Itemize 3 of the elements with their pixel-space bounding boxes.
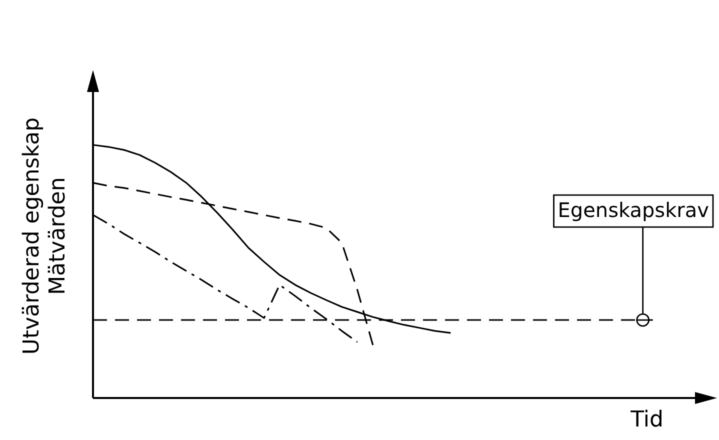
- x-axis-title: Tid: [630, 408, 664, 433]
- y-axis-title: Utvärderad egenskap Mätvärden: [20, 117, 71, 355]
- annotation: Egenskapskrav: [558, 198, 710, 222]
